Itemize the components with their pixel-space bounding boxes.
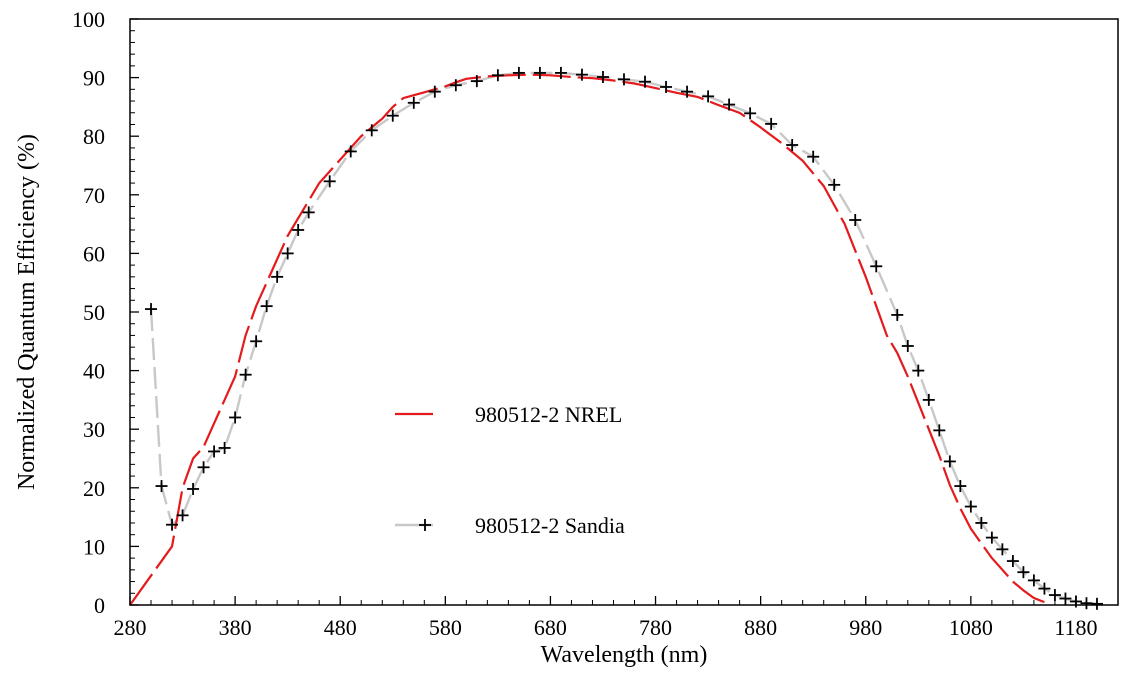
y-tick-label: 60 (83, 241, 105, 266)
sandia-data-point (702, 90, 715, 103)
sandia-data-point (1080, 597, 1093, 610)
legend: 980512-2 NREL 980512-2 Sandia (395, 402, 625, 538)
sandia-data-point (723, 98, 736, 111)
sandia-data-point (491, 69, 504, 82)
sandia-data-point (828, 178, 841, 191)
y-tick-label: 90 (83, 66, 105, 91)
sandia-data-point (901, 339, 914, 352)
sandia-data-point (975, 516, 988, 529)
sandia-data-point (323, 175, 336, 188)
sandia-data-point (229, 411, 242, 424)
x-tick-label: 880 (744, 615, 777, 640)
y-tick-label: 70 (83, 183, 105, 208)
sandia-data-point (660, 80, 673, 93)
sandia-data-point (807, 150, 820, 163)
sandia-data-point (533, 66, 546, 79)
sandia-data-point (292, 223, 305, 236)
sandia-data-point (250, 335, 263, 348)
x-tick-label: 980 (849, 615, 882, 640)
sandia-data-point (996, 543, 1009, 556)
sandia-data-point (302, 206, 315, 219)
sandia-data-point (596, 71, 609, 84)
series-line-sandia (149, 71, 1098, 605)
x-tick-label: 1180 (1054, 615, 1097, 640)
sandia-data-point (1048, 589, 1061, 602)
sandia-data-point (1006, 555, 1019, 568)
sandia-data-point (912, 364, 925, 377)
y-tick-label: 30 (83, 417, 105, 442)
sandia-data-point (1059, 592, 1072, 605)
sandia-data-point (765, 117, 778, 130)
sandia-data-point (155, 480, 168, 493)
sandia-data-point (891, 308, 904, 321)
x-tick-label: 680 (534, 615, 567, 640)
sandia-data-point (218, 441, 231, 454)
legend-marker-sandia (419, 519, 431, 531)
sandia-data-point (964, 500, 977, 513)
sandia-data-point (512, 66, 525, 79)
sandia-data-point (1017, 566, 1030, 579)
x-tick-label: 580 (429, 615, 462, 640)
sandia-data-point (197, 461, 210, 474)
sandia-data-point (575, 68, 588, 81)
y-tick-label: 50 (83, 300, 105, 325)
sandia-data-point (281, 247, 294, 260)
sandia-data-point (386, 109, 399, 122)
sandia-data-point (933, 424, 946, 437)
sandia-data-point (166, 518, 179, 531)
sandia-data-point (145, 303, 158, 316)
x-tick-label: 1080 (949, 615, 993, 640)
y-tick-label: 10 (83, 534, 105, 559)
x-tick-label: 480 (324, 615, 357, 640)
sandia-data-point (681, 85, 694, 98)
sandia-data-point (786, 138, 799, 151)
sandia-data-point (176, 509, 189, 522)
y-tick-label: 20 (83, 476, 105, 501)
sandia-data-point (618, 73, 630, 86)
legend-label-nrel: 980512-2 NREL (475, 402, 622, 427)
sandia-data-point (470, 75, 483, 88)
sandia-data-point (849, 213, 862, 226)
sandia-data-point (239, 368, 252, 381)
axis-ticks (129, 18, 1077, 606)
sandia-data-point (449, 79, 462, 92)
sandia-data-point (187, 482, 200, 495)
sandia-data-point (922, 393, 935, 406)
sandia-data-point (407, 96, 420, 109)
x-tick-label: 380 (219, 615, 252, 640)
y-tick-label: 40 (83, 359, 105, 384)
sandia-data-point (744, 107, 757, 120)
legend-label-sandia: 980512-2 Sandia (475, 513, 625, 538)
sandia-data-point (344, 145, 357, 158)
y-tick-label: 80 (83, 124, 105, 149)
x-tick-label: 280 (114, 615, 147, 640)
sandia-data-point (554, 66, 567, 79)
legend-plus-marker (419, 519, 431, 531)
sandia-data-point (1038, 582, 1051, 595)
x-axis-title: Wavelength (nm) (541, 642, 708, 668)
y-tick-label: 100 (72, 7, 105, 32)
sandia-data-point (943, 455, 956, 468)
sandia-data-point (208, 445, 221, 458)
sandia-data-point (639, 75, 652, 88)
sandia-data-point (260, 300, 273, 313)
y-axis-title: Normalized Quantum Efficiency (%) (14, 134, 40, 490)
sandia-data-point (870, 260, 883, 273)
tick-labels: 280 380 480 580 680 780 880 980 1080 1180 0 10 20 30 4… (72, 7, 1098, 640)
sandia-data-point (1090, 597, 1103, 610)
sandia-data-point (985, 531, 998, 544)
y-tick-label: 0 (94, 593, 105, 618)
x-tick-label: 780 (639, 615, 672, 640)
sandia-data-point (1027, 574, 1040, 587)
sandia-data-point (428, 85, 441, 98)
sandia-data-point (271, 270, 284, 283)
sandia-data-point (365, 124, 378, 137)
sandia-data-point (954, 480, 967, 493)
